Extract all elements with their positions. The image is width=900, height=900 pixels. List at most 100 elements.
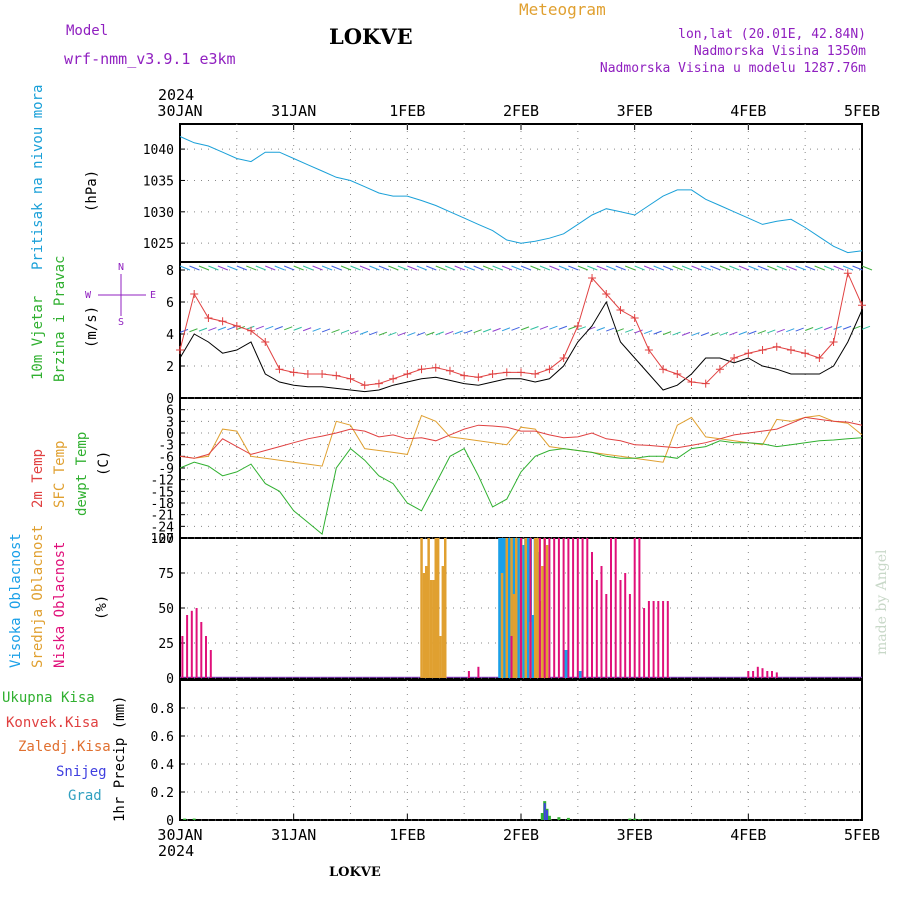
cloud-bar bbox=[181, 636, 184, 678]
temp-label-dew: dewpt Temp bbox=[74, 432, 90, 516]
wind-barb bbox=[558, 325, 568, 330]
wind-barb bbox=[284, 326, 293, 331]
precip-bar bbox=[637, 819, 641, 820]
wind-marker bbox=[715, 365, 724, 374]
wind-barb bbox=[274, 265, 285, 271]
meteogram-title: Meteogram bbox=[519, 0, 606, 19]
cloud-bar bbox=[557, 538, 560, 678]
wind-barb bbox=[274, 326, 283, 330]
wind-barb bbox=[454, 265, 465, 271]
wind-barb bbox=[691, 332, 700, 337]
cloud-bar bbox=[548, 538, 551, 678]
cloud-bar bbox=[747, 671, 750, 678]
precip-bar bbox=[546, 810, 548, 820]
y-tick-label: -24 bbox=[151, 520, 175, 535]
cloud-bar bbox=[209, 650, 212, 678]
temp-label-sfc: SFC Temp bbox=[52, 441, 68, 508]
panel-frame-pressure bbox=[179, 123, 863, 263]
wind-barb bbox=[596, 265, 607, 271]
cloud-bar bbox=[638, 538, 641, 678]
wind-barb bbox=[691, 265, 702, 271]
wind-barb bbox=[369, 265, 380, 271]
station-title: LOKVE bbox=[329, 24, 413, 49]
compass-w: W bbox=[85, 290, 92, 301]
wind-barb bbox=[861, 265, 873, 271]
cloud-bar bbox=[545, 545, 549, 678]
cloud-bar bbox=[567, 538, 570, 678]
y-tick-label: -6 bbox=[158, 450, 174, 465]
y-tick-label: 0 bbox=[166, 392, 174, 407]
wind-barb bbox=[568, 325, 577, 330]
cloud-bar bbox=[666, 601, 669, 678]
cloud-bar bbox=[562, 538, 565, 678]
compass-e: E bbox=[150, 290, 156, 301]
time-tick-label: 4FEB bbox=[730, 102, 766, 120]
cloud-bar bbox=[439, 636, 442, 678]
cloud-bar bbox=[624, 573, 627, 678]
wind-barb bbox=[284, 265, 295, 271]
precip-label-total: Ukupna Kisa bbox=[2, 690, 95, 706]
wind-barb bbox=[748, 265, 759, 271]
wind-barb bbox=[596, 327, 605, 331]
cloud-bar bbox=[505, 538, 508, 678]
wind-marker bbox=[346, 374, 355, 383]
wind-marker bbox=[531, 370, 540, 378]
wind-barb bbox=[700, 332, 710, 337]
wind-barb bbox=[359, 265, 371, 271]
cloud-bar bbox=[425, 566, 428, 678]
time-tick-label: 30JAN bbox=[157, 102, 202, 120]
cloud-bar bbox=[541, 566, 544, 678]
precip-bar bbox=[192, 818, 196, 820]
wind-marker bbox=[218, 317, 227, 326]
wind-marker bbox=[247, 326, 256, 335]
cloud-bar bbox=[429, 580, 433, 678]
temp-line bbox=[179, 437, 863, 536]
wind-barb bbox=[539, 265, 551, 271]
cloud-series bbox=[180, 538, 862, 678]
wind-barb bbox=[823, 326, 833, 331]
wind-barb bbox=[463, 329, 473, 334]
wind-marker bbox=[374, 379, 383, 388]
cloud-bar bbox=[200, 622, 203, 678]
cloud-bar bbox=[591, 552, 593, 678]
wind-marker bbox=[431, 363, 440, 372]
wind-barb bbox=[255, 325, 264, 330]
precip-bar bbox=[547, 815, 551, 820]
wind-barb bbox=[397, 332, 407, 337]
wind-barb bbox=[378, 265, 390, 271]
cloud-label-low: Niska Oblacnost bbox=[52, 542, 68, 668]
wind-barb bbox=[520, 326, 530, 331]
wind-barb bbox=[539, 325, 549, 330]
y-tick-label: 100 bbox=[151, 532, 174, 547]
wind-barb bbox=[634, 265, 645, 271]
cloud-unit: (%) bbox=[94, 595, 110, 620]
year-bottom: 2024 bbox=[158, 842, 194, 860]
compass-n: N bbox=[118, 262, 124, 273]
wind-barb bbox=[445, 265, 456, 271]
wind-barb bbox=[653, 330, 662, 335]
cloud-bar bbox=[498, 538, 502, 678]
wind-marker bbox=[488, 370, 497, 378]
wind-barb bbox=[435, 331, 444, 336]
wind-barb bbox=[369, 331, 378, 336]
wind-barb bbox=[511, 265, 522, 271]
y-tick-label: 8 bbox=[166, 264, 174, 279]
wind-barb bbox=[833, 325, 842, 330]
wind-barb bbox=[643, 265, 655, 271]
wind-barb bbox=[350, 330, 359, 335]
cloud-bar bbox=[512, 594, 516, 678]
cloud-label-mid: Srednja Oblacnost bbox=[30, 525, 46, 668]
wind-barb bbox=[729, 331, 738, 336]
wind-barb bbox=[340, 329, 350, 334]
wind-marker bbox=[190, 290, 199, 298]
precip-label-grad: Grad bbox=[68, 788, 102, 804]
cloud-bar bbox=[662, 601, 665, 678]
wind-barb bbox=[208, 265, 219, 271]
cloud-bar bbox=[761, 668, 764, 678]
cloud-bar bbox=[515, 538, 518, 678]
time-tick-label: 1FEB bbox=[389, 102, 425, 120]
y-tick-label: 3 bbox=[166, 415, 174, 430]
cloud-bar bbox=[657, 601, 660, 678]
wind-barb bbox=[814, 326, 823, 331]
wind-barb bbox=[549, 265, 560, 271]
